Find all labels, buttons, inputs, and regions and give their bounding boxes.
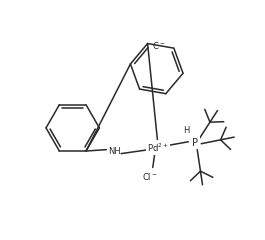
Text: H: H: [183, 126, 189, 135]
Text: C$^-$: C$^-$: [152, 40, 165, 51]
Text: Pd$^{2+}$: Pd$^{2+}$: [147, 141, 169, 154]
Text: P: P: [192, 138, 198, 148]
Text: NH: NH: [108, 147, 121, 156]
Text: Cl$^-$: Cl$^-$: [142, 171, 158, 182]
